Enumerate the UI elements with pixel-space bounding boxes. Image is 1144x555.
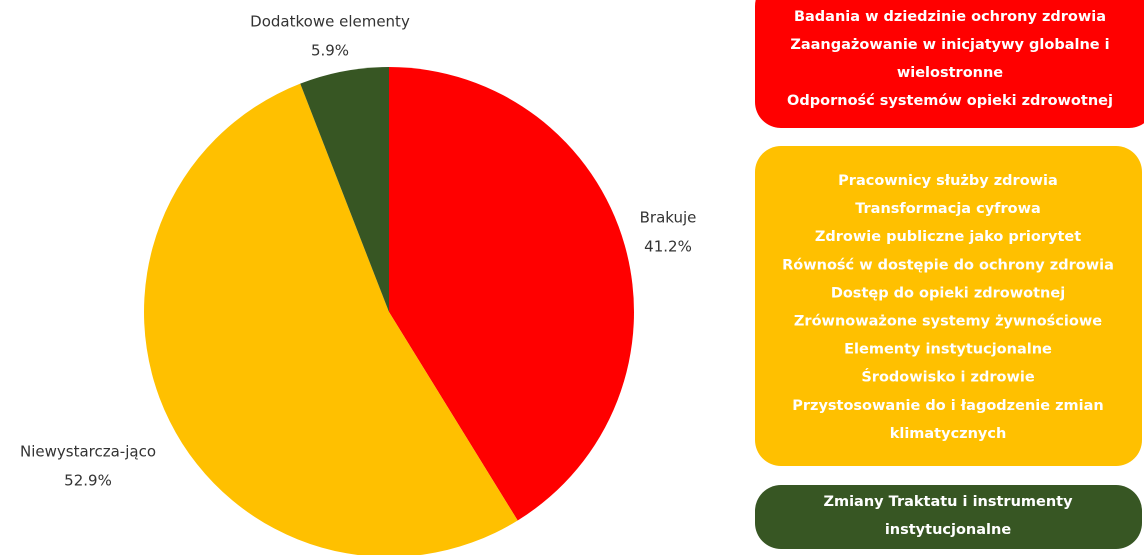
box-line: Zaangażowanie w inicjatywy globalne i xyxy=(790,37,1109,53)
box-line: klimatycznych xyxy=(890,426,1007,442)
slice-value: 41.2% xyxy=(644,238,692,256)
box-red xyxy=(755,0,1144,128)
box-line: Pracownicy służby zdrowia xyxy=(838,173,1058,189)
box-line: Środowisko i zdrowie xyxy=(861,368,1034,386)
box-line: Zmiany Traktatu i instrumenty xyxy=(823,494,1073,510)
slice-label: Dodatkowe elementy xyxy=(250,13,410,31)
slice-value: 5.9% xyxy=(311,42,349,60)
box-line: Badania w dziedzinie ochrony zdrowia xyxy=(794,9,1106,25)
box-line: Zrównoważone systemy żywnościowe xyxy=(794,314,1102,330)
box-line: Transformacja cyfrowa xyxy=(855,201,1041,217)
box-green xyxy=(755,485,1142,549)
slice-value: 52.9% xyxy=(64,472,112,490)
box-line: wielostronne xyxy=(897,65,1003,81)
slice-label: Niewystarcza-jąco xyxy=(20,443,156,461)
box-line: Zdrowie publiczne jako priorytet xyxy=(815,229,1081,245)
pie-slice xyxy=(300,67,389,312)
slice-label: Brakuje xyxy=(640,209,697,227)
box-line: Przystosowanie do i łagodzenie zmian xyxy=(792,398,1104,414)
box-line: Odporność systemów opieki zdrowotnej xyxy=(787,93,1113,109)
box-line: Elementy instytucjonalne xyxy=(844,342,1052,358)
pie-slice xyxy=(144,83,518,555)
box-line: Równość w dostępie do ochrony zdrowia xyxy=(782,257,1114,273)
box-line: instytucjonalne xyxy=(885,522,1011,538)
pie-slice xyxy=(389,67,634,521)
box-line: Dostęp do opieki zdrowotnej xyxy=(831,285,1065,301)
box-yellow xyxy=(755,146,1142,466)
